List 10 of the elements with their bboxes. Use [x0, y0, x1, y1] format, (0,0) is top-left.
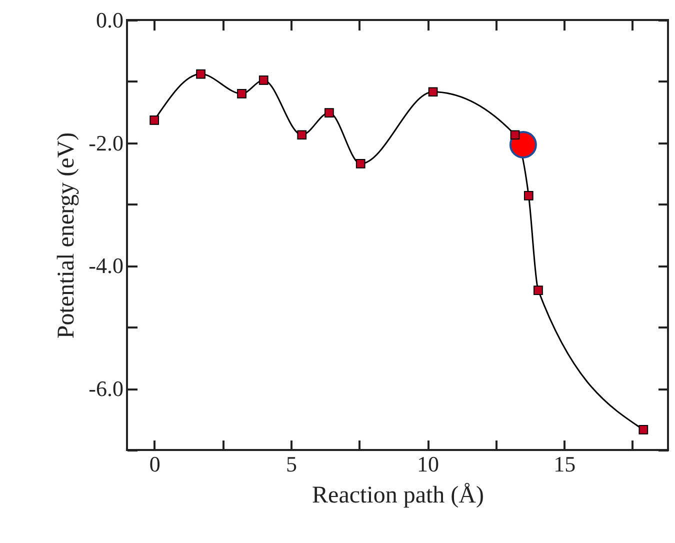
y-tick-label: 0.0	[96, 8, 124, 32]
x-axis-title: Reaction path (Å)	[312, 482, 484, 508]
y-axis-title: Potential energy (eV)	[54, 132, 80, 339]
y-tick-label: -2.0	[88, 130, 124, 156]
x-tick-label: 0	[149, 452, 160, 476]
y-tick-label: -4.0	[88, 253, 124, 278]
x-tick-label: 15	[554, 452, 576, 476]
x-tick-label: 5	[286, 452, 297, 476]
y-tick-label: -6.0	[88, 376, 124, 402]
x-tick-label: 10	[417, 452, 440, 476]
